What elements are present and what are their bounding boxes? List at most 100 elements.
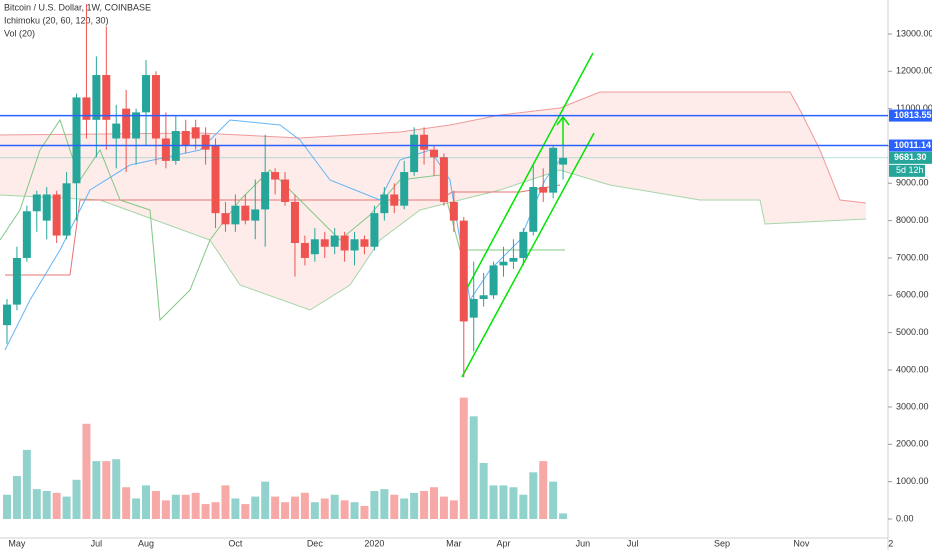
arrow-head [556,115,570,126]
volume-bar [499,485,508,519]
volume-bar [221,485,230,519]
volume-bar [201,504,210,519]
candle-body [271,172,280,180]
candle-body [92,75,101,120]
ichimoku-span-b [0,169,867,311]
candle-body [22,211,31,258]
volume-bar [271,496,280,519]
indicator-label: Vol (20) [4,28,35,38]
volume-bar [509,487,518,519]
candle-body [241,205,250,221]
countdown: 5d 12h [896,165,924,175]
volume-bar [529,472,538,519]
candle-body [529,187,538,232]
ichimoku-span-a [0,91,867,204]
y-tick-label: 11000.00 [896,103,932,113]
candle-body [360,239,369,247]
candle-body [300,243,309,258]
volume-bar [519,494,528,519]
x-tick-label: Jul [627,538,639,548]
y-tick-label: 4000.00 [896,364,929,374]
candle-body [201,134,210,150]
price-label: 9681.30 [894,152,927,162]
candle-body [251,209,260,221]
y-tick-label: 7000.00 [896,252,929,262]
volume-bar [290,496,299,519]
candle-body [102,75,111,120]
volume-bar [191,492,200,519]
volume-bar [340,500,349,519]
volume-bar [370,490,379,519]
candle-body [72,97,81,184]
price-label: 10813.55 [894,110,932,120]
candle-body [509,257,518,262]
candle-body [539,187,548,193]
y-tick-label: 8000.00 [896,215,929,225]
chart-title: Bitcoin / U.S. Dollar, 1W, COINBASE [4,2,151,12]
volume-bar [429,487,438,519]
volume-bar [241,504,250,519]
volume-bar [330,494,339,519]
candle-body [370,213,379,247]
candle-body [281,179,290,202]
volume-bar [469,416,478,519]
y-tick-label: 5000.00 [896,327,929,337]
y2-tick-label: 0.00 [896,513,914,523]
volume-bar [82,423,91,519]
candle-body [390,194,399,206]
candle-body [479,295,488,300]
volume-bar [171,494,180,519]
volume-bar [151,490,160,519]
price-label: 10011.14 [894,140,931,150]
volume-bar [52,492,61,519]
candle-body [350,239,359,251]
volume-bar [42,490,51,519]
candle-body [42,194,51,221]
volume-bar [251,496,260,519]
candle-body [261,172,270,210]
volume-bar [479,462,488,519]
x-tick-label: Nov [793,538,810,548]
volume-bar [62,496,71,519]
candle-body [449,201,458,221]
x-tick-label: Mar [446,538,462,548]
candle-body [519,231,528,258]
candle-body [132,112,141,139]
volume-bar [320,498,329,519]
candle-body [290,201,299,244]
price-label-box [889,139,932,152]
volume-bar [211,502,220,519]
y-tick-label: 9000.00 [896,178,929,188]
x-tick-label: 2020 [364,538,384,548]
candle-body [489,265,498,296]
volume-bar [22,449,31,519]
volume-bar [539,461,548,519]
channel-lower [461,132,595,378]
candle-body [320,239,329,247]
candle-body [469,299,478,318]
candle-body [231,205,240,225]
volume-bar [161,500,170,519]
volume-bar [449,500,458,519]
candle-body [161,138,170,161]
volume-bar [231,498,240,519]
volume-bar [122,487,131,519]
price-label-box [889,109,932,122]
x-tick-label: Apr [496,538,510,548]
volume-bar [32,489,41,519]
y2-tick-label: 1000.00 [896,476,929,486]
candle-body [211,145,220,214]
candle-body [142,75,151,113]
volume-bar [142,485,151,519]
volume-bar [559,513,568,519]
volume-bar [181,494,190,519]
volume-bar [400,498,409,519]
x-tick-label: May [8,538,26,548]
candle-body [181,131,190,146]
candle-body [439,157,448,202]
candle-body [12,257,21,305]
volume-bar [360,505,369,519]
volume-bar [92,461,101,519]
x-tick-label: 2 [888,538,893,548]
